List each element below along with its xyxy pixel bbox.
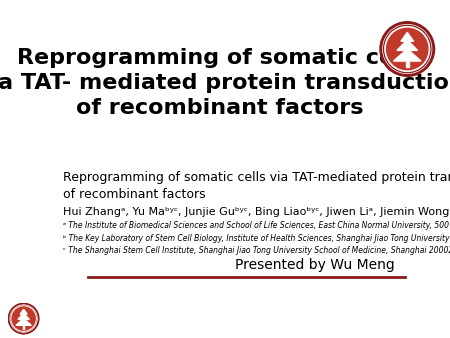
Polygon shape	[406, 61, 409, 67]
Circle shape	[380, 22, 435, 76]
Circle shape	[385, 27, 430, 71]
Polygon shape	[20, 309, 27, 314]
Polygon shape	[23, 325, 24, 329]
Text: ᵃ The Institute of Biomedical Sciences and School of Life Sciences, East China N: ᵃ The Institute of Biomedical Sciences a…	[63, 221, 450, 256]
Polygon shape	[18, 313, 29, 319]
Text: Hui Zhangᵃ, Yu Maᵇʸᶜ, Junjie Guᵇʸᶜ, Bing Liaoᵇʸᶜ, Jiwen Liᵃ, Jiemin Wongᵃʹʹ, Yin: Hui Zhangᵃ, Yu Maᵇʸᶜ, Junjie Guᵇʸᶜ, Bing…	[63, 206, 450, 217]
Text: Reprogramming of somatic cells
via TAT- mediated protein transduction
of recombi: Reprogramming of somatic cells via TAT- …	[0, 48, 450, 118]
Polygon shape	[16, 318, 32, 325]
Text: Reprogramming of somatic cells via TAT-mediated protein transduction
of recombin: Reprogramming of somatic cells via TAT-m…	[63, 171, 450, 201]
Circle shape	[387, 28, 428, 70]
Circle shape	[9, 303, 39, 334]
Text: Presented by Wu Meng: Presented by Wu Meng	[235, 258, 395, 272]
Polygon shape	[397, 40, 418, 50]
Circle shape	[11, 306, 36, 331]
Circle shape	[12, 307, 35, 330]
Polygon shape	[393, 49, 421, 61]
Polygon shape	[401, 32, 414, 41]
